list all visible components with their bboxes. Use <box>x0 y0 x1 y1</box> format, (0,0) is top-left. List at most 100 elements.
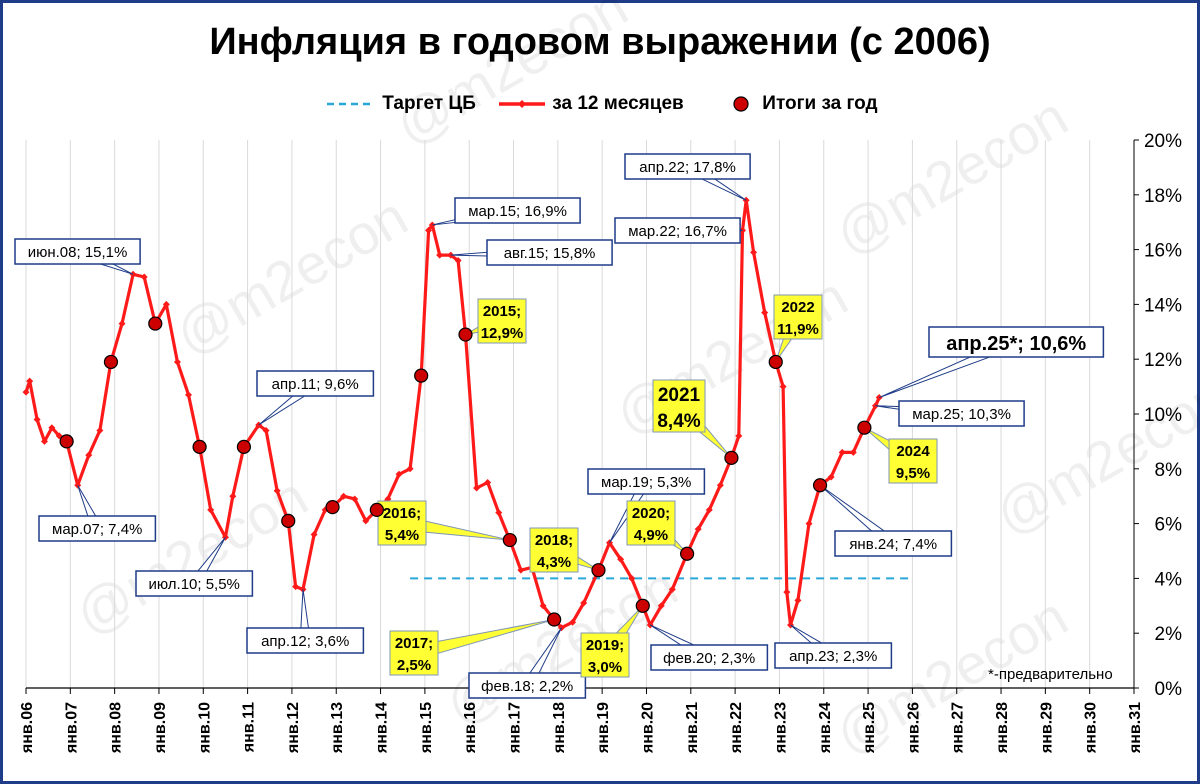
callout-box <box>774 642 893 669</box>
x-tick-label: янв.17 <box>507 702 524 754</box>
callout: фев.20; 2,3% <box>649 624 769 671</box>
inflation-marker <box>425 226 433 234</box>
callout: 2020; 4,9% <box>626 500 688 555</box>
inflation-marker <box>657 602 665 610</box>
x-tick-label: янв.12 <box>285 702 302 754</box>
annual-dot <box>414 368 429 383</box>
x-tick-label: янв.16 <box>462 702 479 754</box>
callout-label: 4,9% <box>634 527 668 544</box>
x-tick-label: янв.07 <box>63 702 80 754</box>
inflation-marker <box>735 432 743 440</box>
inflation-marker <box>340 492 348 500</box>
inflation-marker <box>40 437 48 445</box>
callout-label: 8,4% <box>657 411 700 432</box>
callout-box <box>650 644 769 671</box>
inflation-marker <box>436 251 444 259</box>
callout-label: 11,9% <box>777 321 819 338</box>
callout: янв.24; 7,4% <box>819 484 953 557</box>
annual-dot <box>103 354 119 370</box>
annual-dot <box>59 434 74 449</box>
annual-dot <box>680 546 695 561</box>
callout: апр.11; 9,6% <box>256 370 375 426</box>
inflation-marker <box>750 248 758 256</box>
inflation-marker <box>162 300 170 308</box>
callout-label: июл.10; 5,5% <box>148 576 239 593</box>
x-tick-label: янв.10 <box>196 702 213 754</box>
callout-box <box>14 238 141 265</box>
annual-dot <box>857 420 872 435</box>
callout-box <box>38 515 157 542</box>
callout: мар.15; 16,9% <box>432 197 581 226</box>
x-tick-label: янв.24 <box>817 702 834 754</box>
callout: 2024 9,5% <box>864 427 938 484</box>
x-tick-label: янв.09 <box>152 702 169 754</box>
callout-label: 2015; <box>483 303 521 320</box>
inflation-marker <box>473 484 481 492</box>
callout-box <box>468 672 587 699</box>
callout-box <box>389 630 439 676</box>
callout: апр.23; 2,3% <box>774 624 893 669</box>
x-tick-label: янв.08 <box>108 702 125 754</box>
callout: 2021 8,4% <box>652 379 732 459</box>
callout-label: мар.15; 16,9% <box>468 203 567 220</box>
callout-box <box>928 326 1105 358</box>
inflation-marker <box>351 495 359 503</box>
x-tick-label: янв.21 <box>684 702 701 754</box>
callout: 2016; 5,4% <box>377 500 510 546</box>
legend-monthly: за 12 месяцев <box>497 91 684 117</box>
inflation-marker <box>617 555 625 563</box>
callout-label: апр.11; 9,6% <box>272 376 359 393</box>
inflation-marker <box>779 383 787 391</box>
x-tick-label: янв.27 <box>950 702 967 754</box>
callout-label: 4,3% <box>537 554 571 571</box>
inflation-marker <box>716 481 724 489</box>
callout-label: мар.22; 16,7% <box>628 223 727 240</box>
inflation-marker <box>292 583 300 591</box>
callout-box <box>614 217 741 244</box>
callout-box <box>624 153 751 180</box>
legend-annual: Итоги за год <box>727 91 878 117</box>
callout-label: мар.19; 5,3% <box>601 474 691 491</box>
inflation-marker <box>26 377 34 385</box>
y-tick-label: 14% <box>1144 295 1182 316</box>
inflation-marker <box>310 531 318 539</box>
y-tick-label: 0% <box>1155 679 1183 700</box>
legend-target: Таргет ЦБ <box>325 91 476 117</box>
annual-dot <box>192 439 207 454</box>
callout-label: 2020; <box>632 505 670 522</box>
callout-label: июн.08; 15,1% <box>28 244 128 261</box>
callout-label: апр.22; 17,8% <box>639 159 736 176</box>
callout-box <box>256 370 375 397</box>
x-tick-label: янв.14 <box>374 702 391 754</box>
x-tick-label: янв.22 <box>728 702 745 754</box>
y-tick-label: 2% <box>1155 624 1183 645</box>
annual-dot <box>591 563 606 578</box>
legend-target-label: Таргет ЦБ <box>382 93 476 115</box>
callout: мар.07; 7,4% <box>38 484 157 542</box>
callout-label: 2019; <box>586 637 624 654</box>
callout-label: 2022 <box>781 299 814 316</box>
annual-dot <box>547 612 562 627</box>
x-tick-label: янв.11 <box>241 702 258 753</box>
callout: мар.25; 10,3% <box>875 400 1025 427</box>
y-tick-label: 8% <box>1155 460 1183 481</box>
annual-dot <box>635 598 650 613</box>
x-tick-label: янв.31 <box>1127 702 1144 754</box>
callout-label: 5,4% <box>385 527 419 544</box>
callout-label: 12,9% <box>481 325 524 342</box>
callout-label: апр.23; 2,3% <box>789 648 877 665</box>
x-tick-label: янв.26 <box>905 702 922 754</box>
callout-label: авг.15; 15,8% <box>504 245 596 262</box>
inflation-marker <box>48 424 56 432</box>
callout-label: 2017; <box>395 635 433 652</box>
callout: фев.18; 2,2% <box>468 627 587 699</box>
inflation-marker <box>262 426 270 434</box>
callout-box <box>454 197 581 224</box>
annual-dot <box>768 354 783 370</box>
footnote: *-предварительно <box>988 666 1113 683</box>
inflation-marker <box>849 448 857 456</box>
legend-annual-label: Итоги за год <box>762 93 878 115</box>
inflation-line <box>24 198 881 630</box>
y-tick-label: 4% <box>1155 569 1183 590</box>
